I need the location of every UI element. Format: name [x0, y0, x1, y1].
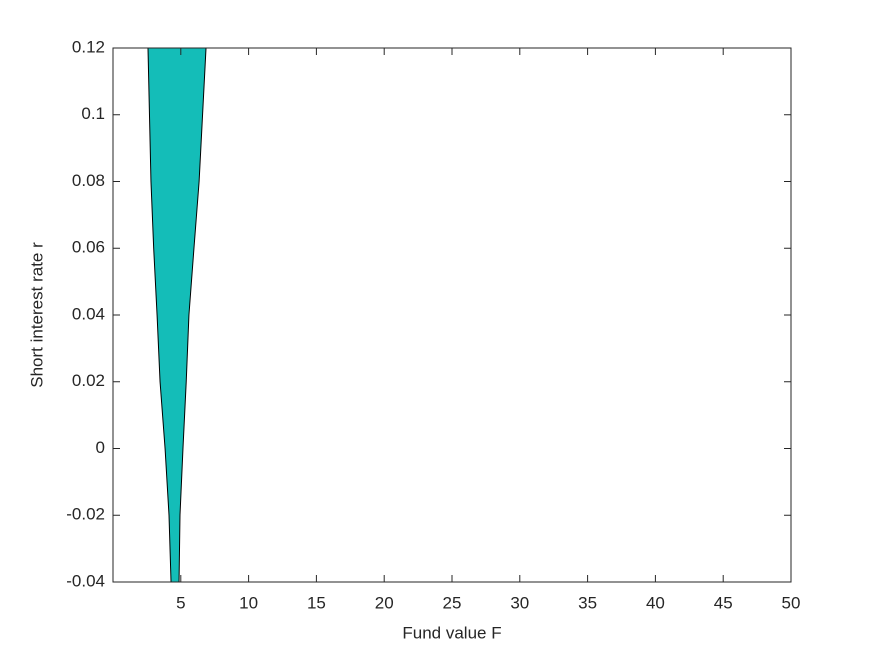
x-tick-label: 40 [646, 593, 665, 612]
x-tick-label: 20 [375, 593, 394, 612]
y-axis-label: Short interest rate r [27, 242, 46, 388]
y-tick-label: 0.06 [72, 238, 105, 257]
y-tick-label: -0.04 [66, 571, 105, 590]
y-tick-label: 0.04 [72, 304, 105, 323]
x-tick-label: 45 [714, 593, 733, 612]
x-tick-label: 10 [239, 593, 258, 612]
x-tick-label: 50 [782, 593, 801, 612]
y-tick-label: 0.02 [72, 371, 105, 390]
x-tick-label: 30 [510, 593, 529, 612]
x-tick-label: 5 [176, 593, 185, 612]
x-axis-label: Fund value F [402, 623, 501, 642]
y-tick-label: -0.02 [66, 505, 105, 524]
y-tick-label: 0.08 [72, 171, 105, 190]
x-tick-label: 15 [307, 593, 326, 612]
y-tick-label: 0.12 [72, 37, 105, 56]
y-tick-label: 0.1 [81, 104, 105, 123]
x-tick-label: 35 [578, 593, 597, 612]
x-tick-label: 25 [443, 593, 462, 612]
y-tick-label: 0 [96, 438, 105, 457]
